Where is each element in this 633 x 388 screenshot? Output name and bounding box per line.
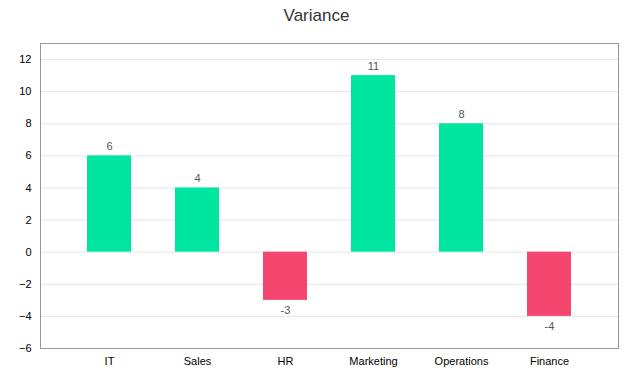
svg-text:11: 11 — [368, 60, 379, 72]
svg-text:−2: −2 — [19, 278, 32, 290]
svg-text:Sales: Sales — [184, 355, 212, 367]
svg-text:12: 12 — [19, 53, 31, 65]
svg-text:4: 4 — [25, 181, 31, 193]
svg-text:2: 2 — [25, 214, 31, 226]
svg-text:8: 8 — [458, 108, 464, 120]
svg-text:Finance: Finance — [530, 355, 569, 367]
svg-text:0: 0 — [25, 246, 31, 258]
svg-text:−4: −4 — [19, 310, 32, 322]
svg-text:6: 6 — [106, 140, 112, 152]
svg-text:4: 4 — [194, 172, 200, 184]
svg-text:Marketing: Marketing — [349, 355, 397, 367]
svg-text:IT: IT — [105, 355, 115, 367]
svg-text:6: 6 — [25, 149, 31, 161]
html-text:Variance: Variance — [283, 6, 350, 25]
svg-text:HR: HR — [278, 355, 294, 367]
svg-text:10: 10 — [19, 85, 31, 97]
svg-text:Operations: Operations — [435, 355, 489, 367]
svg-text:-4: -4 — [545, 320, 555, 332]
svg-text:8: 8 — [25, 117, 31, 129]
svg-text:−6: −6 — [19, 342, 32, 354]
svg-text:-3: -3 — [281, 304, 291, 316]
